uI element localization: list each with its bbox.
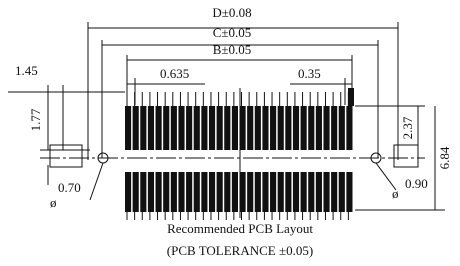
pin <box>140 106 146 150</box>
pin <box>125 106 131 150</box>
pin <box>148 106 154 150</box>
pin <box>148 172 154 212</box>
pin <box>346 172 352 212</box>
pin <box>301 172 307 212</box>
pin <box>232 172 238 212</box>
dim-left-offset: 1.45 <box>15 63 38 78</box>
pin <box>293 172 299 212</box>
pin <box>339 172 345 212</box>
pin <box>323 106 329 150</box>
dim-pad-width: 0.35 <box>298 66 321 81</box>
pin <box>201 106 207 150</box>
pin <box>125 172 131 212</box>
pin <box>224 106 230 150</box>
pin <box>262 172 268 212</box>
pin <box>270 106 276 150</box>
dim-hole-left: 0.70 <box>58 180 81 195</box>
pin <box>217 172 223 212</box>
pin <box>140 172 146 212</box>
caption-title: Recommended PCB Layout <box>167 221 313 236</box>
dim-c: C±0.05 <box>213 25 252 40</box>
pin <box>323 172 329 212</box>
pin <box>247 172 253 212</box>
pin <box>255 106 261 150</box>
pin <box>201 172 207 212</box>
pin <box>331 172 337 212</box>
pin <box>224 172 230 212</box>
pin <box>194 172 200 212</box>
pin <box>308 106 314 150</box>
dim-pitch: 0.635 <box>160 66 189 81</box>
pin <box>285 106 291 150</box>
pin <box>171 172 177 212</box>
pin <box>194 106 200 150</box>
pcb-layout-drawing: D±0.08 C±0.05 B±0.05 1.45 0.635 0.35 1.7… <box>0 0 460 266</box>
pin <box>156 172 162 212</box>
pin <box>163 172 169 212</box>
pin <box>217 106 223 150</box>
dim-left-height: 1.77 <box>28 108 43 131</box>
diameter-symbol: ø <box>392 186 399 201</box>
pin <box>262 106 268 150</box>
caption-tolerance: (PCB TOLERANCE ±0.05) <box>167 243 313 258</box>
dim-hole-right: 0.90 <box>405 176 428 191</box>
pin <box>316 172 322 212</box>
pin <box>133 106 139 150</box>
pin <box>163 106 169 150</box>
pin <box>186 106 192 150</box>
pin <box>178 106 184 150</box>
pin <box>278 106 284 150</box>
pin <box>255 172 261 212</box>
pin <box>301 106 307 150</box>
dim-d: D±0.08 <box>212 5 251 20</box>
pin <box>339 106 345 150</box>
dim-b: B±0.05 <box>213 42 252 57</box>
diameter-symbol: ø <box>50 195 57 210</box>
pin <box>156 106 162 150</box>
pin <box>240 172 246 212</box>
pin <box>278 172 284 212</box>
pin <box>316 106 322 150</box>
pin <box>209 172 215 212</box>
dim-pad-height: 2.37 <box>400 116 415 139</box>
pin <box>346 106 352 150</box>
pin <box>209 106 215 150</box>
pin <box>232 106 238 150</box>
pin <box>270 172 276 212</box>
pin <box>247 106 253 150</box>
pin <box>186 172 192 212</box>
pin <box>285 172 291 212</box>
dim-total-height: 6.84 <box>437 146 452 169</box>
pin <box>348 88 354 106</box>
pin <box>133 172 139 212</box>
pin <box>240 106 246 150</box>
pin <box>308 172 314 212</box>
pin <box>171 106 177 150</box>
pin <box>331 106 337 150</box>
pin <box>178 172 184 212</box>
pin <box>293 106 299 150</box>
